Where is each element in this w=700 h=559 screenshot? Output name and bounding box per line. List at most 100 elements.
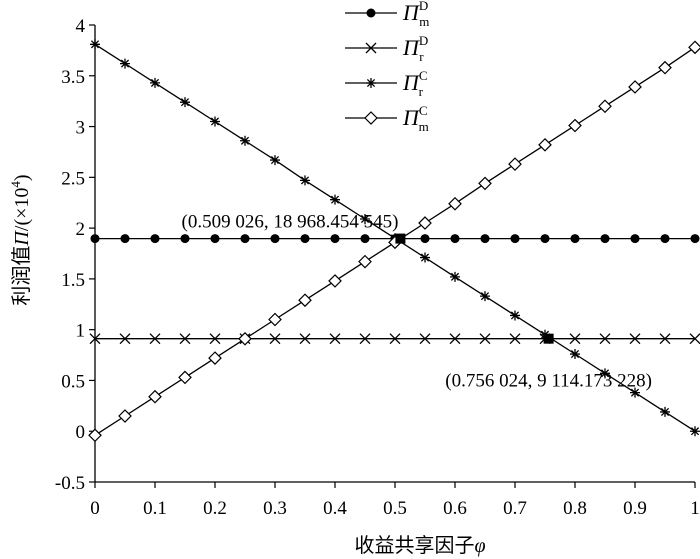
legend-label-sub: r bbox=[419, 49, 424, 64]
y-tick-label: 2 bbox=[76, 219, 86, 240]
data-point-diamond bbox=[598, 99, 612, 114]
data-point-x bbox=[365, 42, 377, 54]
y-axis-label-symbol: Π bbox=[11, 230, 33, 247]
data-point-star bbox=[330, 194, 340, 205]
data-point-x bbox=[119, 333, 131, 345]
x-tick-label: 0.1 bbox=[143, 498, 167, 519]
y-tick-label: 0.5 bbox=[61, 371, 85, 392]
legend-label: ΠC r bbox=[402, 68, 428, 99]
data-point-x bbox=[419, 333, 431, 345]
data-point-dot bbox=[600, 234, 610, 244]
annotations: (0.509 026, 18 968.454 545) (0.756 024, 9… bbox=[182, 212, 652, 392]
y-axis-label-unit-close: ) bbox=[11, 174, 33, 181]
data-point-dot bbox=[360, 234, 370, 244]
intersection-marker bbox=[543, 333, 554, 344]
y-tick-label: 3.5 bbox=[61, 67, 85, 88]
data-point-diamond bbox=[328, 274, 342, 288]
data-point-x bbox=[449, 333, 461, 345]
y-axis-label-prefix: 利润值 bbox=[10, 246, 33, 306]
y-axis-label: 利润值Π/(×104) bbox=[8, 174, 33, 305]
legend-entry-3: ΠC r bbox=[345, 68, 428, 99]
legend-label-base: Π bbox=[402, 35, 420, 60]
legend-label-sub: r bbox=[419, 84, 424, 99]
legend: ΠD mΠD rΠC rΠC m bbox=[345, 0, 429, 134]
data-point-dot bbox=[480, 234, 490, 244]
intersection-label: (0.509 026, 18 968.454 545) bbox=[182, 212, 399, 233]
legend-label: ΠD r bbox=[402, 33, 428, 64]
data-point-diamond bbox=[448, 196, 462, 211]
data-point-diamond bbox=[688, 40, 700, 55]
legend-label: ΠC m bbox=[402, 103, 429, 134]
data-point-star bbox=[240, 135, 250, 146]
data-point-dot bbox=[240, 234, 250, 244]
y-axis-label-unit-open: /(×10 bbox=[11, 188, 33, 232]
intersection-marker bbox=[395, 233, 406, 244]
data-point-x bbox=[179, 333, 191, 345]
y-tick-label: 0 bbox=[76, 422, 86, 443]
data-point-dot bbox=[660, 234, 670, 244]
data-point-dot bbox=[330, 234, 340, 244]
data-point-x bbox=[89, 333, 101, 345]
legend-label-sup: C bbox=[419, 68, 428, 83]
data-point-dot bbox=[570, 234, 580, 244]
y-tick-label: -0.5 bbox=[55, 473, 85, 494]
data-point-x bbox=[149, 333, 161, 345]
data-point-diamond bbox=[298, 293, 312, 308]
y-tick-label: 1 bbox=[76, 321, 86, 342]
data-point-star bbox=[510, 310, 520, 321]
data-point-dot bbox=[420, 234, 430, 244]
series-4 bbox=[88, 40, 700, 443]
data-point-x bbox=[689, 333, 700, 345]
legend-label-sup: D bbox=[419, 33, 428, 48]
y-axis-label-unit-exp: 4 bbox=[8, 181, 23, 188]
data-point-dot bbox=[180, 234, 190, 244]
data-point-dot bbox=[540, 234, 550, 244]
data-point-diamond bbox=[358, 254, 372, 269]
x-tick-label: 0.4 bbox=[323, 498, 347, 519]
x-tick-label: 1 bbox=[690, 498, 700, 519]
data-point-x bbox=[629, 333, 641, 345]
x-axis-label: 收益共享因子φ bbox=[354, 534, 485, 557]
x-tick-label: 0.6 bbox=[443, 498, 467, 519]
legend-entry-2: ΠD r bbox=[345, 33, 428, 64]
data-point-dot bbox=[366, 8, 376, 18]
legend-label-sup: C bbox=[419, 103, 428, 118]
data-point-star bbox=[360, 213, 370, 224]
data-point-dot bbox=[210, 234, 220, 244]
series-2 bbox=[89, 333, 700, 345]
x-tick-label: 0.2 bbox=[203, 498, 227, 519]
data-point-star bbox=[270, 155, 280, 166]
data-point-star bbox=[660, 406, 670, 417]
data-point-star bbox=[630, 387, 640, 398]
data-point-diamond bbox=[508, 157, 522, 171]
data-point-dot bbox=[120, 234, 130, 244]
legend-label-base: Π bbox=[402, 0, 420, 25]
legend-label-sup: D bbox=[419, 0, 428, 13]
y-tick-label: 2.5 bbox=[61, 168, 85, 189]
x-axis-label-symbol: φ bbox=[474, 535, 485, 557]
data-point-x bbox=[269, 333, 281, 345]
legend-label-sub: m bbox=[419, 119, 429, 134]
data-point-x bbox=[299, 333, 311, 345]
data-point-star bbox=[180, 97, 190, 108]
legend-entry-4: ΠC m bbox=[345, 103, 429, 134]
data-point-diamond bbox=[628, 80, 642, 94]
data-point-diamond bbox=[88, 428, 102, 443]
y-tick-label: 4 bbox=[76, 16, 86, 37]
data-point-star bbox=[570, 349, 580, 360]
x-tick-label: 0 bbox=[90, 498, 100, 519]
data-point-x bbox=[659, 333, 671, 345]
data-point-star bbox=[690, 426, 700, 437]
data-point-diamond bbox=[364, 111, 378, 125]
legend-entry-1: ΠD m bbox=[345, 0, 429, 29]
data-point-star bbox=[300, 175, 310, 186]
data-point-diamond bbox=[478, 176, 492, 191]
y-tick-label: 1.5 bbox=[61, 270, 85, 291]
data-point-dot bbox=[630, 234, 640, 244]
data-point-star bbox=[480, 291, 490, 302]
data-point-dot bbox=[270, 234, 280, 244]
x-tick-label: 0.3 bbox=[263, 498, 287, 519]
x-tick-label: 0.7 bbox=[503, 498, 527, 519]
data-point-diamond bbox=[658, 60, 672, 75]
data-point-star bbox=[90, 39, 100, 50]
